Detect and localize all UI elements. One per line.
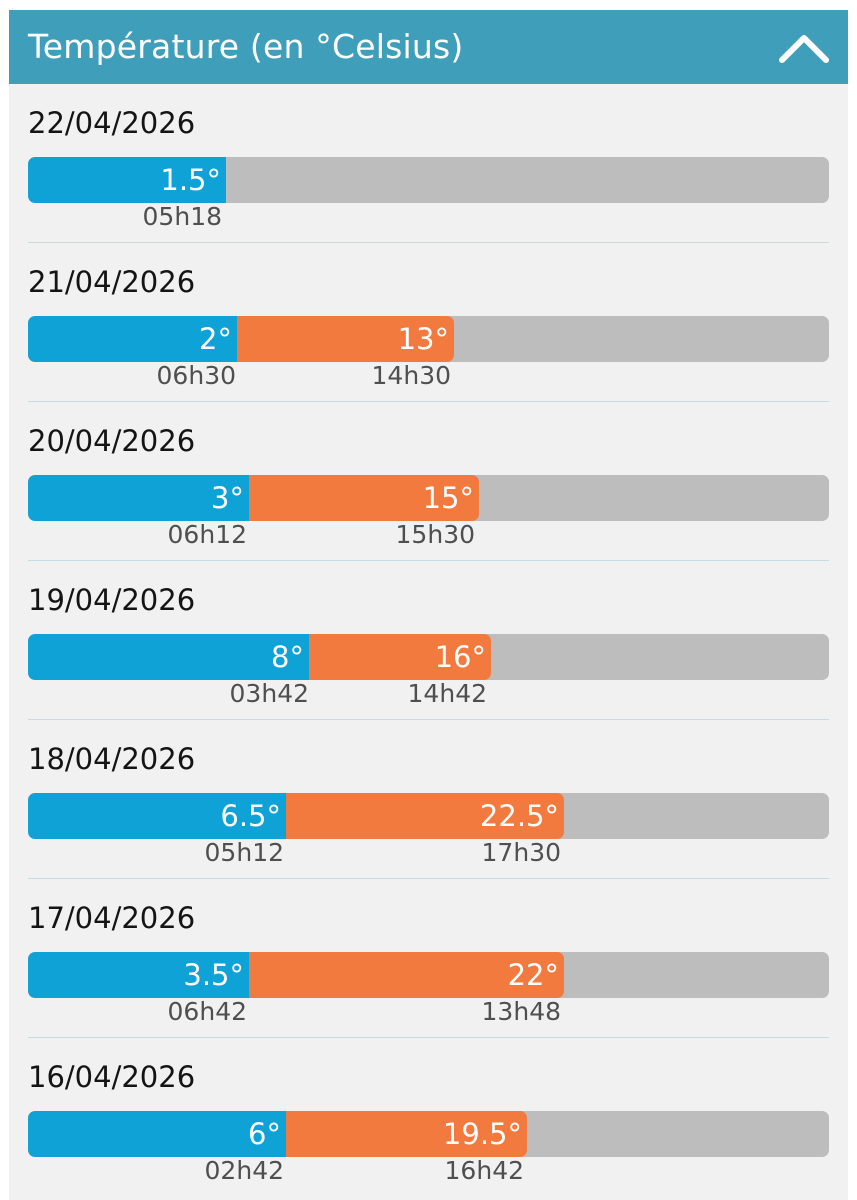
- temperature-header[interactable]: Température (en °Celsius): [9, 10, 848, 84]
- min-temperature-segment: 2°: [28, 316, 237, 362]
- min-temperature-segment: 6.5°: [28, 793, 286, 839]
- max-temperature-segment: 15°: [249, 475, 479, 521]
- day-date: 16/04/2026: [28, 1060, 196, 1094]
- day-row: 19/04/2026 16° 8° 03h42 14h42: [9, 561, 848, 720]
- max-temperature-segment: 16°: [309, 634, 491, 680]
- temperature-bar: 15° 3°: [28, 475, 829, 521]
- row-divider: [28, 242, 829, 243]
- max-temperature-time: 13h48: [481, 997, 561, 1026]
- day-row: 22/04/2026 1.5° 05h18: [9, 84, 848, 243]
- max-temperature-segment: 19.5°: [286, 1111, 527, 1157]
- day-date: 17/04/2026: [28, 901, 196, 935]
- row-divider: [28, 878, 829, 879]
- temperature-bar: 13° 2°: [28, 316, 829, 362]
- temperature-bar: 22.5° 6.5°: [28, 793, 829, 839]
- temperature-bar: 19.5° 6°: [28, 1111, 829, 1157]
- min-temperature-time: 05h18: [142, 202, 222, 231]
- day-row: 21/04/2026 13° 2° 06h30 14h30: [9, 243, 848, 402]
- max-temperature-time: 16h42: [444, 1156, 524, 1185]
- row-divider: [28, 401, 829, 402]
- max-temperature-segment: 22°: [249, 952, 564, 998]
- temperature-bar: 1.5°: [28, 157, 829, 203]
- min-temperature-time: 03h42: [229, 679, 309, 708]
- min-temperature-time: 05h12: [204, 838, 284, 867]
- max-temperature-time: 14h30: [371, 361, 451, 390]
- max-temperature-time: 14h42: [407, 679, 487, 708]
- day-date: 22/04/2026: [28, 106, 196, 140]
- day-date: 19/04/2026: [28, 583, 196, 617]
- day-row: 16/04/2026 19.5° 6° 02h42 16h42: [9, 1038, 848, 1197]
- min-temperature-segment: 6°: [28, 1111, 286, 1157]
- temperature-panel: Température (en °Celsius) 22/04/2026 1.5…: [9, 10, 848, 1200]
- min-temperature-time: 02h42: [204, 1156, 284, 1185]
- min-temperature-segment: 3°: [28, 475, 249, 521]
- min-temperature-segment: 1.5°: [28, 157, 226, 203]
- max-temperature-segment: 22.5°: [286, 793, 564, 839]
- min-temperature-segment: 3.5°: [28, 952, 249, 998]
- row-divider: [28, 560, 829, 561]
- max-temperature-segment: 13°: [237, 316, 454, 362]
- min-temperature-time: 06h30: [156, 361, 236, 390]
- temperature-bar: 16° 8°: [28, 634, 829, 680]
- min-temperature-time: 06h42: [167, 997, 247, 1026]
- max-temperature-time: 17h30: [481, 838, 561, 867]
- day-row: 20/04/2026 15° 3° 06h12 15h30: [9, 402, 848, 561]
- day-row: 18/04/2026 22.5° 6.5° 05h12 17h30: [9, 720, 848, 879]
- max-temperature-time: 15h30: [395, 520, 475, 549]
- min-temperature-time: 06h12: [167, 520, 247, 549]
- day-date: 18/04/2026: [28, 742, 196, 776]
- header-title: Température (en °Celsius): [28, 27, 464, 66]
- day-date: 21/04/2026: [28, 265, 196, 299]
- day-date: 20/04/2026: [28, 424, 196, 458]
- temperature-bar: 22° 3.5°: [28, 952, 829, 998]
- day-row: 17/04/2026 22° 3.5° 06h42 13h48: [9, 879, 848, 1038]
- row-divider: [28, 1037, 829, 1038]
- chevron-up-icon[interactable]: [774, 18, 834, 76]
- min-temperature-segment: 8°: [28, 634, 309, 680]
- row-divider: [28, 719, 829, 720]
